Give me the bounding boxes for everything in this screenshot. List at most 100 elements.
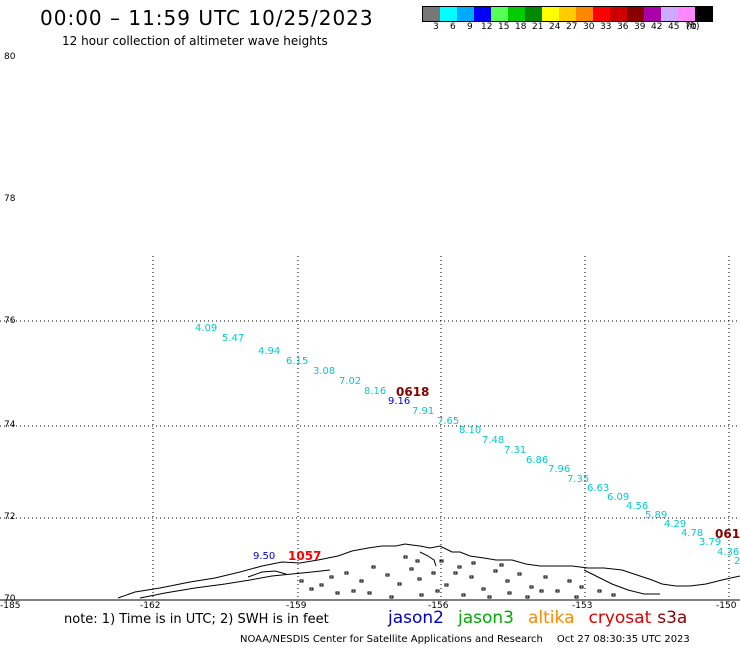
legend-swatch <box>525 7 542 21</box>
wave-height-value: 5.89 <box>645 510 667 521</box>
lake <box>579 585 584 589</box>
map-title: 00:00 – 11:59 UTC 10/25/2023 <box>40 6 374 30</box>
wave-height-value: 4.09 <box>195 323 217 334</box>
legend-swatch <box>508 7 525 21</box>
wave-height-value: 9.50 <box>253 551 275 562</box>
wave-height-value: 7.65 <box>437 416 459 427</box>
lon-label-185: -185 <box>0 601 21 611</box>
lake <box>453 571 458 575</box>
lake <box>507 591 512 595</box>
units-note: note: 1) Time is in UTC; 2) SWH is in fe… <box>64 612 329 627</box>
lake <box>539 589 544 593</box>
lake <box>471 561 476 565</box>
wave-height-value: 6.09 <box>607 492 629 503</box>
lake <box>344 571 349 575</box>
lake <box>403 555 408 559</box>
lake <box>574 595 579 599</box>
lake <box>439 559 444 563</box>
lake <box>397 582 402 586</box>
lake <box>329 575 334 579</box>
legend-swatch <box>576 7 593 21</box>
wave-height-value: 7.02 <box>339 376 361 387</box>
lakes <box>299 555 616 599</box>
lat-label-76: 76 <box>4 316 16 326</box>
lake <box>567 579 572 583</box>
map-subtitle: 12 hour collection of altimeter wave hei… <box>62 34 328 48</box>
lake <box>435 589 440 593</box>
coastline <box>117 543 740 599</box>
legend-swatch <box>423 7 440 21</box>
lake <box>431 571 436 575</box>
legend-swatch <box>559 7 576 21</box>
legend-swatch <box>491 7 508 21</box>
wave-height-value: 6.86 <box>526 455 548 466</box>
lake <box>525 595 530 599</box>
satellite-jason3: jason3 <box>458 608 514 628</box>
legend-label: 15 <box>498 22 510 32</box>
lon-label-162: -162 <box>140 601 161 611</box>
legend-swatch <box>457 7 474 21</box>
legend-label: 36 <box>617 22 629 32</box>
track-values: 4.09 5.47 4.94 6.15 3.08 7.028.169.167.917.65… <box>195 323 740 567</box>
lat-label-70: 70 <box>4 594 16 604</box>
legend-swatch <box>695 7 712 21</box>
legend-label: 24 <box>549 22 561 32</box>
lake <box>597 589 602 593</box>
legend-label: 27 <box>566 22 578 32</box>
credit-text: NOAA/NESDIS Center for Satellite Applica… <box>240 634 543 645</box>
lake <box>351 589 356 593</box>
legend-swatch <box>644 7 661 21</box>
wave-height-value: 7.91 <box>412 406 434 417</box>
lake <box>417 577 422 581</box>
legend-label: 42 <box>651 22 663 32</box>
legend-label: 45 <box>668 22 680 32</box>
lake <box>444 583 449 587</box>
wave-height-value: 4.29 <box>664 519 686 530</box>
lake <box>505 579 510 583</box>
legend-swatch <box>474 7 491 21</box>
lon-label-156: -156 <box>428 601 449 611</box>
legend-swatch <box>678 7 695 21</box>
wave-height-value: 9.16 <box>388 396 410 407</box>
legend-label: 18 <box>515 22 527 32</box>
lat-label-72: 72 <box>4 512 16 522</box>
credit-line: NOAA/NESDIS Center for Satellite Applica… <box>240 634 690 645</box>
lake <box>493 569 498 573</box>
lake <box>385 573 390 577</box>
lon-label-150: -150 <box>716 601 737 611</box>
satellite-legend: jason2 jason3 altika cryosat s3a <box>388 608 701 628</box>
color-scale-legend <box>422 6 713 22</box>
lake <box>335 591 340 595</box>
pass-time-label: 061 <box>715 527 740 541</box>
wave-height-value: 8.16 <box>364 386 386 397</box>
legend-swatch <box>593 7 610 21</box>
lake <box>481 587 486 591</box>
wave-height-value: 6.63 <box>587 483 609 494</box>
wave-height-value: 3.79 <box>699 537 721 548</box>
lat-label-78: 78 <box>4 194 16 204</box>
lake <box>319 583 324 587</box>
lake <box>499 563 504 567</box>
lake <box>457 565 462 569</box>
legend-label: 33 <box>600 22 612 32</box>
lake <box>555 589 560 593</box>
lake <box>389 595 394 599</box>
wave-height-value: 4.56 <box>626 501 648 512</box>
wave-height-value: 3.08 <box>313 366 335 377</box>
legend-label: 21 <box>532 22 544 32</box>
wave-height-value: 2 <box>734 556 740 567</box>
pass-times: 0618 061 1057 <box>288 385 740 563</box>
wave-height-value: 4.94 <box>258 346 280 357</box>
graticule <box>0 256 740 600</box>
legend-label: 6 <box>450 22 456 32</box>
satellite-jason2: jason2 <box>388 608 444 628</box>
legend-label: 9 <box>467 22 473 32</box>
lon-label-159: -159 <box>286 601 307 611</box>
legend-label: 3 <box>433 22 439 32</box>
lake <box>309 587 314 591</box>
lake <box>371 565 376 569</box>
legend-swatch <box>542 7 559 21</box>
lake <box>367 591 372 595</box>
wave-height-value: 4.78 <box>681 528 703 539</box>
